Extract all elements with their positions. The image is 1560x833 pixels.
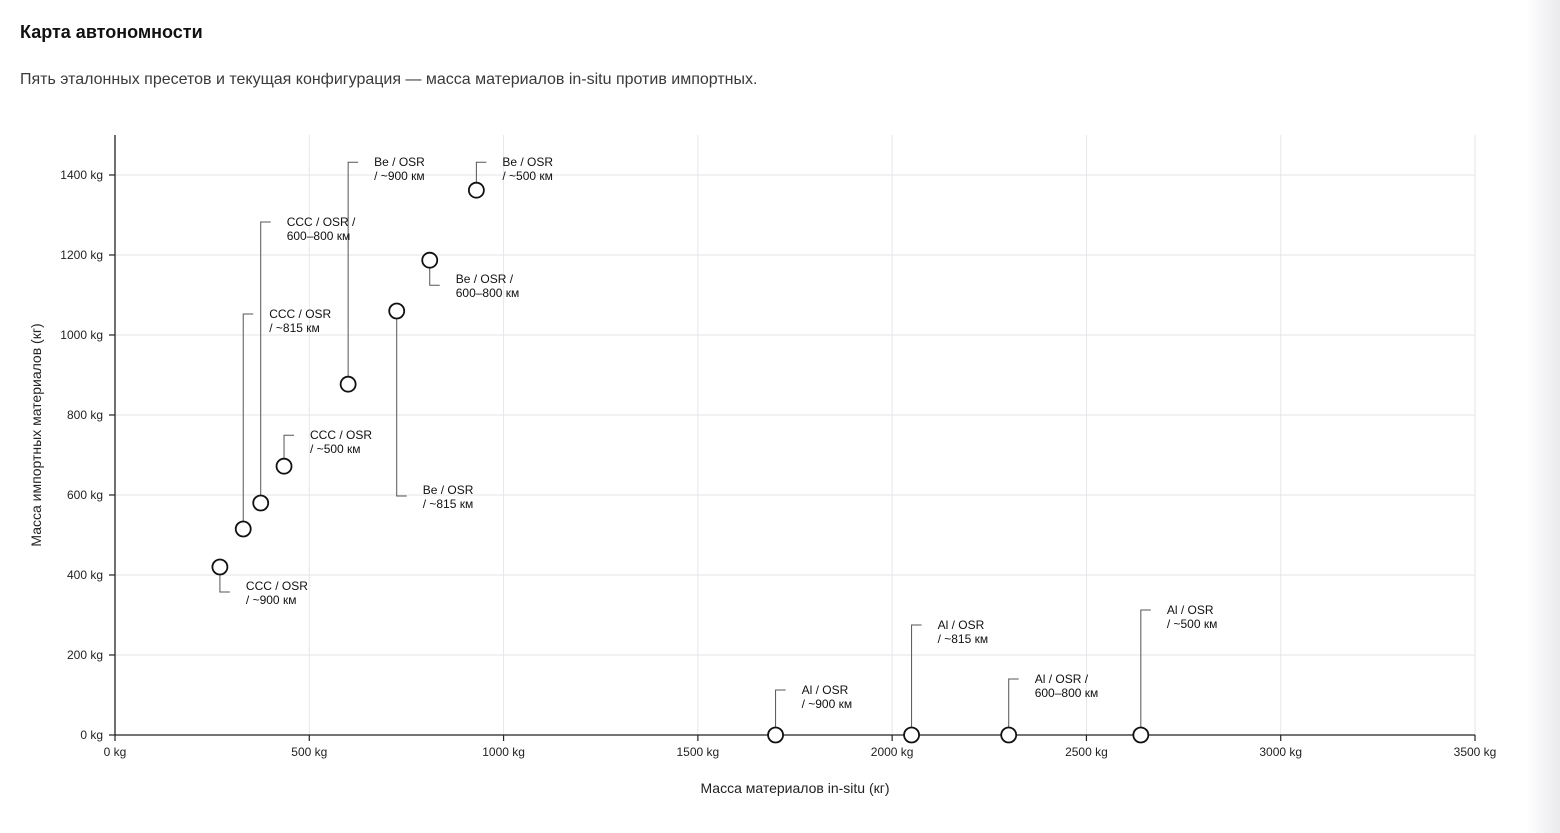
data-point[interactable] [275, 457, 293, 475]
point-label: / ~815 км [423, 497, 474, 511]
x-tick-label: 2000 kg [871, 745, 914, 759]
leader-line [775, 689, 786, 735]
point-label: / ~900 км [374, 169, 425, 183]
point-label: Be / OSR [374, 155, 425, 169]
axes: 0 kg 500 kg 1000 kg 1500 kg 2000 kg 2500 kg 30… [60, 135, 1496, 759]
x-tick-label: 3500 kg [1454, 745, 1497, 759]
point-label: Al / OSR / [1035, 672, 1089, 686]
y-tick-label: 400 kg [67, 568, 103, 582]
y-tick-label: 200 kg [67, 648, 103, 662]
point-label: / ~815 км [269, 321, 320, 335]
data-point[interactable] [234, 520, 252, 538]
point-label: / ~900 км [246, 593, 297, 607]
data-point[interactable] [339, 375, 357, 393]
x-tick-label: 2500 kg [1065, 745, 1108, 759]
data-point[interactable] [211, 558, 229, 576]
y-tick-label: 600 kg [67, 488, 103, 502]
scroll-shade [1526, 0, 1560, 833]
data-point[interactable] [467, 181, 485, 199]
x-tick-label: 1500 kg [677, 745, 720, 759]
data-point[interactable] [252, 494, 270, 512]
leader-line [475, 161, 487, 191]
point-label: / ~500 км [1167, 617, 1218, 631]
page-subtitle: Пять эталонных пресетов и текущая конфиг… [20, 71, 758, 88]
x-tick-label: 3000 kg [1259, 745, 1302, 759]
point-label: CCC / OSR [310, 428, 372, 442]
point-label: CCC / OSR / [287, 215, 356, 229]
point-label: 600–800 км [456, 286, 520, 300]
y-axis-title: Масса импортных материалов (кг) [28, 323, 44, 546]
point-label: / ~500 км [310, 442, 361, 456]
point-label: Al / OSR [802, 683, 849, 697]
leader-line [1140, 609, 1151, 735]
y-tick-label: 800 kg [67, 408, 103, 422]
point-label: Be / OSR [502, 155, 553, 169]
x-tick-label: 0 kg [104, 745, 127, 759]
grid-lines [115, 135, 1476, 735]
point-label: / ~900 км [802, 697, 853, 711]
leader-line [1008, 678, 1019, 735]
point-label: / ~500 км [502, 169, 553, 183]
y-tick-label: 1000 kg [60, 328, 103, 342]
point-label: 600–800 км [287, 229, 351, 243]
point-label: Al / OSR [1167, 603, 1214, 617]
data-point[interactable] [421, 251, 439, 269]
leader-line [347, 161, 359, 385]
y-tick-label: 1400 kg [60, 168, 103, 182]
x-tick-label: 500 kg [291, 745, 327, 759]
data-point[interactable] [767, 726, 784, 744]
x-tick-label: 1000 kg [482, 745, 525, 759]
leader-line [260, 221, 271, 503]
leader-line [911, 624, 922, 735]
point-label: CCC / OSR [269, 307, 331, 321]
point-label: Be / OSR / [456, 272, 514, 286]
x-axis-title: Масса материалов in-situ (кг) [700, 780, 889, 796]
point-label: Be / OSR [423, 483, 474, 497]
leader-line [283, 434, 295, 467]
point-label: CCC / OSR [246, 579, 308, 593]
leader-line [242, 313, 254, 529]
leader-line [396, 311, 407, 497]
point-label: / ~815 км [938, 632, 989, 646]
data-point[interactable] [1000, 726, 1018, 744]
point-label: Al / OSR [938, 618, 985, 632]
page-title: Карта автономности [20, 22, 203, 42]
y-tick-label: 0 kg [80, 728, 103, 742]
point-label: 600–800 км [1035, 686, 1099, 700]
y-tick-label: 1200 kg [60, 248, 103, 262]
data-point[interactable] [1132, 726, 1150, 744]
data-point[interactable] [903, 726, 920, 744]
leader-lines [219, 161, 1151, 735]
data-points [211, 181, 1150, 744]
data-point[interactable] [388, 302, 406, 320]
